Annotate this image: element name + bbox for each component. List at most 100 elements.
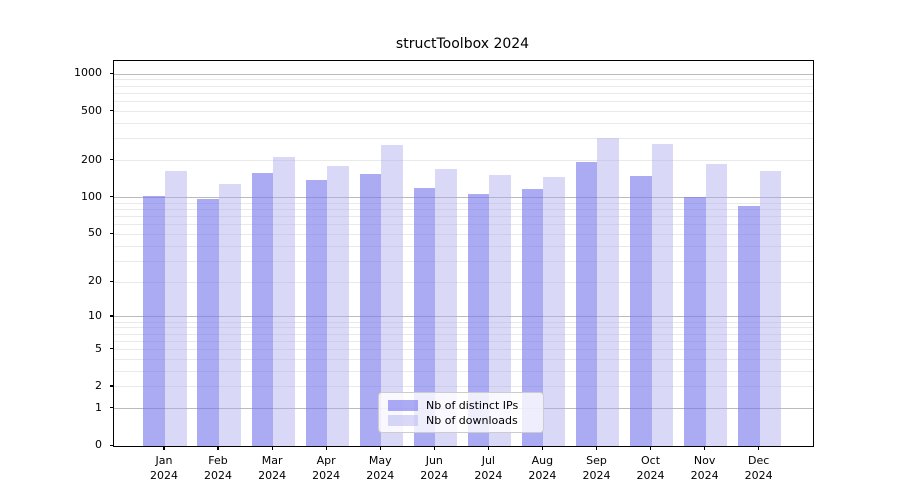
gridline-minor xyxy=(114,224,813,226)
y-tick-mark xyxy=(110,444,114,446)
gridline-minor xyxy=(114,160,813,162)
legend: Nb of distinct IPs Nb of downloads xyxy=(378,392,544,433)
gridline-minor xyxy=(114,281,813,283)
bar-nb-of-distinct-ips-sep-2024 xyxy=(575,161,598,446)
y-tick-mark xyxy=(110,407,114,409)
x-tick-label: Apr 2024 xyxy=(312,454,341,482)
x-axis: Jan 2024 Feb 2024 Mar 2024 Apr 2024 May 2024… xyxy=(113,446,812,496)
x-tick-mark xyxy=(487,446,489,450)
gridline-major xyxy=(114,316,813,318)
bar-nb-of-distinct-ips-nov-2024 xyxy=(684,196,706,446)
bar-nb-of-downloads-sep-2024 xyxy=(597,138,620,446)
gridline-minor xyxy=(114,370,813,372)
gridline-minor xyxy=(114,79,813,81)
gridline-minor xyxy=(114,202,813,204)
y-tick-label: 500 xyxy=(81,103,102,117)
x-tick-label: Dec 2024 xyxy=(744,454,773,482)
x-tick-mark xyxy=(217,446,219,450)
bar-nb-of-downloads-dec-2024 xyxy=(759,171,782,446)
bar-nb-of-distinct-ips-may-2024 xyxy=(359,173,382,446)
gridline-minor xyxy=(114,333,813,335)
chart-title: structToolbox 2024 xyxy=(395,36,530,52)
x-tick-label: Sep 2024 xyxy=(582,454,611,482)
y-tick-label: 10 xyxy=(88,308,102,322)
bar-nb-of-downloads-apr-2024 xyxy=(327,165,349,446)
x-tick-label: Jan 2024 xyxy=(150,454,178,482)
y-tick-label: 100 xyxy=(81,189,102,203)
bar-nb-of-distinct-ips-aug-2024 xyxy=(521,189,544,446)
x-tick-mark xyxy=(704,446,706,450)
legend-row-downloads: Nb of downloads xyxy=(388,413,535,427)
y-tick-label: 20 xyxy=(88,274,102,288)
y-tick-mark xyxy=(110,385,114,387)
gridline-minor xyxy=(114,260,813,262)
gridline-minor xyxy=(114,321,813,323)
bar-nb-of-downloads-aug-2024 xyxy=(543,176,565,446)
gridline-minor xyxy=(114,209,813,211)
bar-nb-of-downloads-jun-2024 xyxy=(435,168,457,446)
x-tick-label: Jul 2024 xyxy=(474,454,503,482)
x-tick-label: Oct 2024 xyxy=(636,454,665,482)
x-tick-label: Mar 2024 xyxy=(258,454,287,482)
legend-swatch-distinct-ips xyxy=(388,399,418,411)
gridline-minor xyxy=(114,85,813,87)
legend-row-distinct-ips: Nb of distinct IPs xyxy=(388,398,535,412)
gridline-minor xyxy=(114,358,813,360)
gridline-major xyxy=(114,197,813,199)
x-tick-mark xyxy=(433,446,435,450)
gridline-minor xyxy=(114,216,813,218)
y-axis: 0 1 2 5 10 20 50 100 200 500 1000 xyxy=(0,60,114,451)
bar-nb-of-distinct-ips-jul-2024 xyxy=(467,194,490,446)
gridline-minor xyxy=(114,245,813,247)
y-tick-mark xyxy=(110,72,114,74)
bar-nb-of-downloads-mar-2024 xyxy=(273,157,295,446)
bar-nb-of-downloads-oct-2024 xyxy=(651,144,674,446)
bar-nb-of-downloads-nov-2024 xyxy=(705,163,728,446)
legend-swatch-downloads xyxy=(388,414,418,426)
x-tick-mark xyxy=(758,446,760,450)
bar-nb-of-downloads-feb-2024 xyxy=(219,183,241,446)
x-tick-mark xyxy=(271,446,273,450)
bar-nb-of-distinct-ips-mar-2024 xyxy=(251,173,274,446)
gridline-minor xyxy=(114,340,813,342)
x-tick-mark xyxy=(163,446,165,450)
x-tick-mark xyxy=(325,446,327,450)
y-tick-mark xyxy=(110,315,114,317)
y-tick-label: 2 xyxy=(95,378,102,392)
bar-nb-of-distinct-ips-jan-2024 xyxy=(143,195,165,446)
gridline-minor xyxy=(114,101,813,103)
x-tick-mark xyxy=(541,446,543,450)
y-tick-label: 5 xyxy=(95,341,102,355)
bar-nb-of-distinct-ips-dec-2024 xyxy=(738,206,760,446)
y-tick-label: 50 xyxy=(88,226,102,240)
x-tick-label: Nov 2024 xyxy=(690,454,719,482)
y-tick-mark xyxy=(110,280,114,282)
gridline-major xyxy=(114,73,813,75)
bar-nb-of-distinct-ips-jun-2024 xyxy=(413,187,436,446)
bar-nb-of-downloads-jan-2024 xyxy=(165,170,187,446)
y-tick-mark xyxy=(110,196,114,198)
gridline-minor xyxy=(114,122,813,124)
gridline-minor xyxy=(114,92,813,94)
x-tick-mark xyxy=(649,446,652,450)
x-tick-label: Feb 2024 xyxy=(204,454,233,482)
gridline-minor xyxy=(114,233,813,235)
bar-nb-of-distinct-ips-feb-2024 xyxy=(197,199,220,446)
y-tick-mark xyxy=(110,159,114,161)
y-tick-mark xyxy=(110,232,114,235)
plot-area xyxy=(113,60,814,447)
legend-label-downloads: Nb of downloads xyxy=(426,413,518,427)
gridline-minor xyxy=(114,138,813,140)
y-tick-label: 1 xyxy=(95,400,102,414)
legend-label-distinct-ips: Nb of distinct IPs xyxy=(426,398,519,412)
x-tick-mark xyxy=(379,446,381,450)
gridline-minor xyxy=(114,111,813,112)
gridline-minor xyxy=(114,327,813,329)
y-tick-label: 1000 xyxy=(74,66,102,80)
y-tick-label: 200 xyxy=(81,152,102,166)
bar-nb-of-downloads-may-2024 xyxy=(381,145,403,446)
x-tick-mark xyxy=(595,446,598,450)
y-tick-mark xyxy=(110,110,114,112)
x-tick-label: May 2024 xyxy=(366,454,395,482)
